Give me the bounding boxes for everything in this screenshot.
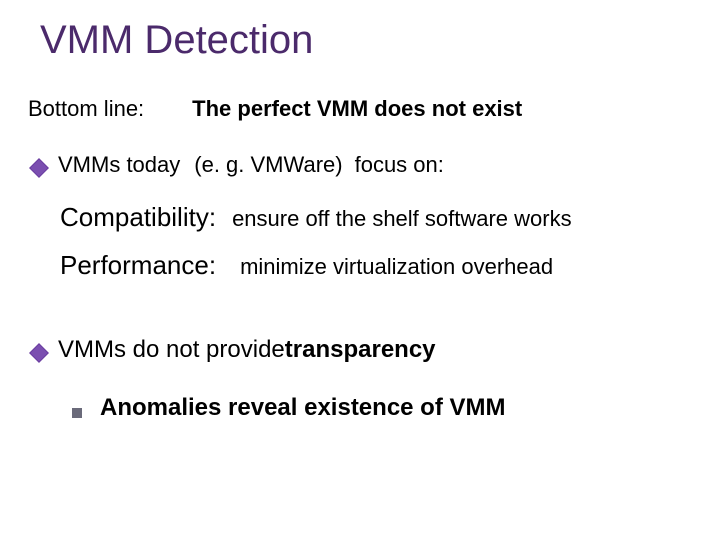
compat-colon: : (209, 202, 216, 233)
bullet1-paren: (e. g. VMWare) (194, 152, 342, 178)
perf-label: Performance (60, 250, 209, 281)
diamond-icon (29, 343, 49, 363)
perf-text: minimize virtualization overhead (240, 254, 553, 280)
bullet1-tail: focus on: (355, 152, 444, 178)
bullet1-lead: VMMs today (58, 152, 180, 178)
compat-label: Compatibility (60, 202, 209, 233)
perf-colon: : (209, 250, 216, 281)
focus-perf-row: Performance : minimize virtualization ov… (60, 250, 553, 281)
sub-anomalies: Anomalies reveal existence of VMM (72, 394, 506, 422)
bullet-transparency: VMMs do not provide transparency (32, 336, 436, 364)
bottomline-statement: The perfect VMM does not exist (192, 96, 522, 122)
square-icon (72, 408, 82, 418)
compat-text: ensure off the shelf software works (232, 206, 572, 232)
slide: VMM Detection Bottom line: The perfect V… (0, 0, 720, 540)
bullet2-lead: VMMs do not provide (58, 336, 285, 364)
focus-compat-row: Compatibility : ensure off the shelf sof… (60, 202, 572, 233)
bullet-vmms-today: VMMs today (e. g. VMWare) focus on: (32, 152, 444, 178)
sub-text: Anomalies reveal existence of VMM (100, 394, 506, 422)
bottomline-label: Bottom line: (28, 96, 144, 122)
slide-title: VMM Detection (40, 18, 313, 63)
diamond-icon (29, 158, 49, 178)
bullet2-bold: transparency (285, 336, 436, 364)
bottomline-row: Bottom line: The perfect VMM does not ex… (28, 96, 522, 122)
